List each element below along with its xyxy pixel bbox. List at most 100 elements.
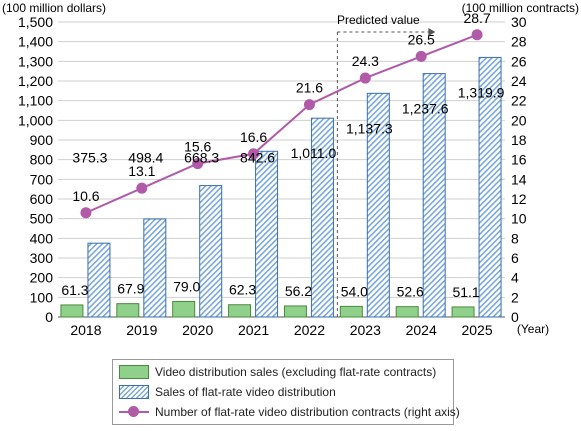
bar-video-sales [116, 303, 140, 318]
right-axis-tick-label: 10 [511, 211, 527, 227]
left-axis-tick-label: 600 [30, 191, 54, 207]
legend-item-flat-rate-sales: Sales of flat-rate video distribution [119, 382, 336, 402]
right-axis-tick-label: 26 [511, 53, 527, 69]
data-label-contracts: 26.5 [408, 31, 435, 47]
right-axis-tick-label: 14 [511, 171, 527, 187]
data-label-contracts: 13.1 [128, 163, 155, 179]
left-axis-tick-label: 1,100 [18, 93, 53, 109]
point-contracts [359, 72, 371, 84]
x-axis-tick-label: 2021 [238, 322, 269, 338]
left-axis-tick-label: 900 [30, 132, 54, 148]
point-contracts [192, 158, 204, 170]
left-axis-tick-label: 0 [45, 309, 53, 325]
left-axis-tick-label: 300 [30, 250, 54, 266]
left-axis-tick-label: 100 [30, 289, 54, 305]
data-label-video-sales: 52.6 [397, 284, 424, 300]
data-label-video-sales: 54.0 [341, 283, 368, 299]
data-label-contracts: 24.3 [352, 53, 379, 69]
data-label-flat-rate-sales: 1,011.0 [291, 145, 337, 161]
point-contracts [415, 50, 427, 62]
x-axis-tick-label: 2023 [350, 322, 381, 338]
bar-flat-rate-sales [255, 150, 279, 318]
bar-flat-rate-sales [87, 242, 111, 318]
right-axis-tick-label: 8 [511, 230, 519, 246]
x-axis-tick-label: 2025 [461, 322, 492, 338]
right-axis-tick-label: 2 [511, 289, 519, 305]
bar-video-sales [283, 305, 307, 318]
data-label-contracts: 28.7 [463, 10, 490, 26]
left-axis-tick-label: 1,000 [18, 112, 53, 128]
left-axis-tick-label: 500 [30, 211, 54, 227]
x-axis-tick-label: 2019 [126, 322, 157, 338]
bar-flat-rate-sales [143, 218, 167, 318]
right-axis-tick-label: 4 [511, 270, 519, 286]
right-axis-tick-label: 22 [511, 93, 527, 109]
bar-flat-rate-sales [422, 73, 446, 318]
right-axis-tick-label: 12 [511, 191, 527, 207]
x-axis-tick-label: 2024 [406, 322, 437, 338]
legend-label-contracts: Number of flat-rate video distribution c… [155, 405, 460, 419]
x-axis-unit-label: (Year) [517, 322, 549, 336]
right-axis-tick-label: 16 [511, 152, 527, 168]
legend-label-flat-rate-sales: Sales of flat-rate video distribution [155, 385, 336, 399]
x-axis-tick-label: 2020 [182, 322, 213, 338]
data-label-contracts: 10.6 [72, 188, 99, 204]
left-axis-tick-label: 1,500 [18, 14, 53, 30]
data-label-video-sales: 67.9 [117, 281, 144, 297]
right-axis-tick-label: 28 [511, 34, 527, 50]
point-contracts [80, 207, 92, 219]
data-label-video-sales: 51.1 [452, 284, 479, 300]
left-axis-tick-label: 1,300 [18, 53, 53, 69]
right-axis-unit-label: (100 million contracts) [462, 1, 579, 15]
x-axis-tick-label: 2018 [70, 322, 101, 338]
data-label-flat-rate-sales: 842.6 [240, 149, 275, 165]
data-label-contracts: 15.6 [184, 139, 211, 155]
data-label-video-sales: 61.3 [61, 282, 88, 298]
legend-item-contracts: Number of flat-rate video distribution c… [119, 402, 460, 422]
data-label-flat-rate-sales: 1,319.9 [458, 84, 505, 100]
data-label-contracts: 21.6 [296, 80, 323, 96]
data-label-flat-rate-sales: 498.4 [128, 149, 163, 165]
right-axis-tick-label: 18 [511, 132, 527, 148]
point-contracts [303, 99, 315, 111]
data-label-video-sales: 62.3 [229, 282, 256, 298]
bar-flat-rate-sales [310, 117, 334, 318]
left-axis-tick-label: 200 [30, 270, 54, 286]
left-axis-tick-label: 800 [30, 152, 54, 168]
right-axis-tick-label: 0 [511, 309, 519, 325]
bar-flat-rate-sales [478, 56, 502, 318]
predicted-value-arrowhead [428, 28, 436, 36]
point-contracts [471, 29, 483, 41]
legend-swatch-video-sales [119, 365, 149, 379]
data-label-flat-rate-sales: 375.3 [72, 149, 107, 165]
bar-flat-rate-sales [366, 92, 390, 318]
bar-video-sales [339, 305, 363, 318]
bar-video-sales [60, 304, 84, 318]
bar-video-sales [451, 306, 475, 318]
right-axis-tick-label: 24 [511, 73, 527, 89]
point-contracts [136, 182, 148, 194]
legend-swatch-flat-rate-sales [119, 385, 149, 399]
legend-item-video-sales: Video distribution sales (excluding flat… [119, 362, 436, 382]
right-axis-tick-label: 30 [511, 14, 527, 30]
data-label-flat-rate-sales: 1,137.3 [346, 120, 393, 136]
data-label-flat-rate-sales: 1,237.6 [402, 101, 449, 117]
x-axis-tick-label: 2022 [294, 322, 325, 338]
left-axis-tick-label: 700 [30, 171, 54, 187]
right-axis-tick-label: 20 [511, 112, 527, 128]
bar-video-sales [172, 300, 196, 318]
data-label-video-sales: 79.0 [173, 278, 200, 294]
left-axis-unit-label: (100 million dollars) [2, 1, 106, 15]
bar-video-sales [395, 306, 419, 318]
bar-flat-rate-sales [199, 185, 223, 318]
point-contracts [248, 148, 260, 160]
data-label-video-sales: 56.2 [285, 283, 312, 299]
left-axis-tick-label: 1,400 [18, 34, 53, 50]
bar-video-sales [228, 304, 252, 318]
left-axis-tick-label: 1,200 [18, 73, 53, 89]
data-label-flat-rate-sales: 668.3 [184, 149, 219, 165]
left-axis-tick-label: 400 [30, 230, 54, 246]
right-axis-tick-label: 6 [511, 250, 519, 266]
line-contracts [85, 33, 478, 214]
